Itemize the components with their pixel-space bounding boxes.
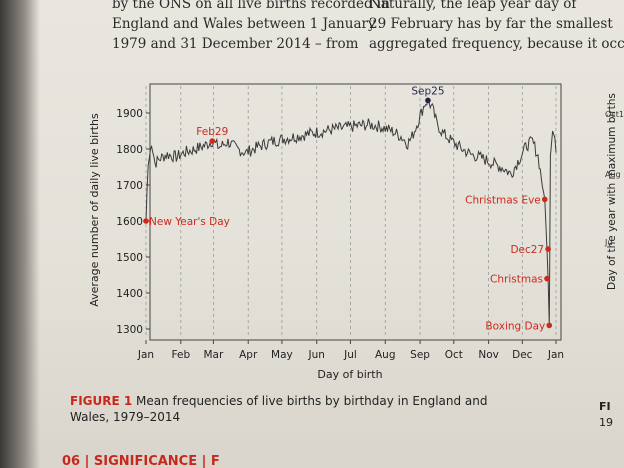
body-line: aggregated frequency, because it occurs — [369, 36, 624, 52]
x-tick-label: Jan — [137, 349, 154, 361]
y-tick-label: 1300 — [116, 324, 143, 336]
x-tick-label: Sep — [410, 349, 430, 361]
annotation-point — [546, 322, 553, 329]
y-tick-label: 1400 — [116, 288, 143, 300]
caption-text: Mean frequencies of live births by birth… — [70, 394, 488, 424]
x-tick-label: Jul — [343, 349, 357, 361]
body-text-right: Naturally, the leap year day of 29 Febru… — [369, 0, 624, 54]
annotation-label: Christmas — [490, 274, 543, 286]
x-tick-label: Nov — [478, 349, 499, 361]
y-tick-label: 1900 — [116, 108, 143, 120]
y-tick-label: 1700 — [116, 180, 143, 192]
annotation-point — [425, 97, 431, 104]
grid-layer — [145, 86, 557, 338]
annotation-label: New Year's Day — [149, 216, 230, 228]
x-tick-label: Aug — [375, 349, 396, 361]
x-tick-label: Feb — [172, 349, 191, 361]
body-line: 29 February has by far the smallest — [369, 16, 613, 32]
page-footer: 06 | SIGNIFICANCE | F — [62, 454, 220, 468]
annotation-point — [209, 138, 216, 144]
plot-frame — [149, 83, 562, 341]
annotation-point — [541, 196, 548, 203]
annotation-label: Sep25 — [411, 85, 444, 97]
x-tick-label: Jun — [308, 349, 325, 361]
right-chart-tick: Ju — [605, 238, 613, 247]
x-tick-label: May — [271, 349, 293, 361]
x-tick-label: Apr — [239, 349, 258, 361]
annotation-label: Dec27 — [510, 244, 544, 256]
y-tick-label: 1600 — [116, 216, 143, 228]
annotation-label: Feb29 — [196, 126, 228, 138]
right-chart-tick: Aug — [605, 170, 621, 179]
x-axis: Jan Feb Mar Apr May Jun Jul Aug Sep Oct Nov Dec Jan — [137, 340, 564, 361]
x-tick-label: Dec — [512, 349, 533, 361]
y-axis-title: Average number of daily live births — [88, 113, 101, 307]
y-tick-label: 1800 — [116, 144, 143, 156]
right-caption-label: FI — [599, 400, 611, 413]
body-line: Naturally, the leap year day of — [369, 0, 577, 12]
body-text-left: by the ONS on all live births recorded i… — [112, 0, 390, 54]
caption-label: FIGURE 1 — [70, 394, 133, 408]
x-tick-label: Jan — [547, 349, 564, 361]
annotation-point — [544, 275, 550, 282]
page-shadow — [0, 0, 40, 468]
annotation-label: Christmas Eve — [465, 194, 541, 206]
x-tick-label: Oct — [445, 349, 463, 361]
x-tick-label: Mar — [203, 349, 223, 361]
right-chart-tick: Oct1 — [605, 110, 624, 119]
body-line: 1979 and 31 December 2014 – from — [112, 36, 359, 52]
body-line: England and Wales between 1 January — [112, 16, 376, 32]
x-axis-title: Day of birth — [317, 368, 382, 381]
y-axis: 1300 1400 1500 1600 1700 1800 1900 — [116, 108, 150, 336]
body-line: by the ONS on all live births recorded i… — [112, 0, 390, 12]
y-tick-label: 1500 — [116, 252, 143, 264]
annotation-point — [143, 218, 149, 224]
figure-caption: FIGURE 1 Mean frequencies of live births… — [70, 393, 530, 425]
annotations: New Year's Day Feb29 Sep25 Christmas Eve Dec… — [143, 85, 553, 332]
right-chart-axis-title: Day of the year with maximum births — [606, 93, 618, 290]
right-caption-text: 19 — [599, 416, 613, 429]
annotation-point — [545, 246, 551, 252]
annotation-label: Boxing Day — [485, 320, 545, 332]
